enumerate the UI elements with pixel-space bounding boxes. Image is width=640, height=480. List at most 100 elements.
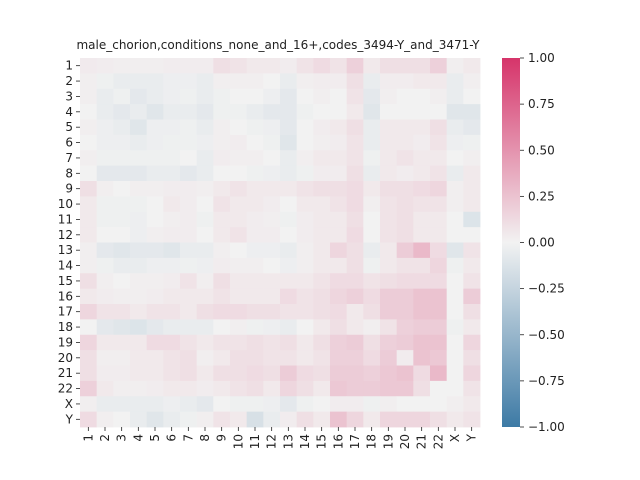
heatmap-cell [313,380,331,397]
heatmap-cell [346,288,364,305]
heatmap-cell [196,304,214,320]
heatmap-cell [346,227,364,243]
heatmap-cell [96,88,114,105]
heatmap-cell [196,273,214,290]
heatmap-cell [446,334,464,351]
heatmap-cell [163,288,181,305]
heatmap-cell [396,196,414,213]
heatmap-cell [313,411,331,428]
heatmap-cell [230,211,248,228]
heatmap-cell [430,227,448,243]
x-tick-label: 12 [265,434,279,449]
heatmap-cell [80,350,98,366]
heatmap-cell [213,88,231,105]
heatmap-cell [296,334,314,351]
heatmap-cell [430,211,448,228]
heatmap-cell [346,196,364,213]
heatmap-cell [180,242,198,259]
heatmap-cell [130,181,148,197]
heatmap-cell [363,304,381,320]
colorbar-tick-label: −1.00 [528,420,565,434]
heatmap-cell [213,273,231,290]
heatmap-cell [96,73,114,90]
heatmap-cell [96,196,114,213]
y-tick-label: 14 [58,259,73,273]
heatmap-cell [313,150,331,167]
heatmap-cell [263,181,281,197]
heatmap-cell [130,380,148,397]
heatmap-cell [113,380,131,397]
heatmap-cell [113,242,131,259]
heatmap-cell [80,242,98,259]
heatmap-cell [313,242,331,259]
heatmap-cell [346,134,364,151]
heatmap-cell [146,119,164,136]
heatmap-cell [280,227,298,243]
heatmap-cell [296,242,314,259]
heatmap-cell [163,319,181,336]
heatmap-cell [96,288,114,305]
heatmap-cell [230,365,248,382]
heatmap-cell [463,334,481,351]
heatmap-cell [296,73,314,90]
heatmap-cell [330,88,348,105]
heatmap-cell [380,396,398,413]
heatmap-cell [363,196,381,213]
heatmap-cell [396,58,414,74]
heatmap-cell [230,257,248,274]
x-tick-label: 7 [181,434,195,442]
heatmap-cell [196,288,214,305]
heatmap-cell [113,334,131,351]
heatmap-cell [330,227,348,243]
heatmap-cell [96,165,114,182]
heatmap-cell [96,304,114,320]
heatmap-cell [430,134,448,151]
heatmap-cell [230,165,248,182]
heatmap-cell [363,319,381,336]
heatmap-cell [313,396,331,413]
heatmap-cell [330,119,348,136]
heatmap-cell [96,242,114,259]
heatmap-cell [213,319,231,336]
y-tick-label: 11 [58,212,73,226]
heatmap-cell [313,304,331,320]
heatmap-cell [230,396,248,413]
heatmap-cell [380,380,398,397]
heatmap-cell [146,288,164,305]
heatmap-cell [430,304,448,320]
heatmap-cell [263,396,281,413]
heatmap-cell [263,273,281,290]
heatmap-cell [346,104,364,120]
heatmap-cell [296,411,314,428]
heatmap-cell [296,104,314,120]
heatmap-cell [163,58,181,74]
heatmap-cell [280,350,298,366]
y-tick-label: 19 [58,335,73,349]
heatmap-cell [263,104,281,120]
y-tick-label: 22 [58,382,73,396]
heatmap-cell [146,380,164,397]
heatmap-cell [80,211,98,228]
heatmap-cell [163,181,181,197]
heatmap-cell [130,319,148,336]
heatmap-cell [80,396,98,413]
heatmap-cell [130,104,148,120]
heatmap-cell [363,150,381,167]
heatmap-cell [230,73,248,90]
heatmap-cell [163,411,181,428]
heatmap-cell [413,150,431,167]
heatmap-cell [313,73,331,90]
heatmap-cell [446,211,464,228]
heatmap-cell [246,396,264,413]
heatmap-cell [380,196,398,213]
heatmap-cell [213,396,231,413]
heatmap-cell [330,396,348,413]
heatmap-cell [346,350,364,366]
heatmap-cell [463,165,481,182]
heatmap-cell [380,134,398,151]
x-tick-label: 17 [348,434,362,449]
heatmap-cell [446,119,464,136]
heatmap-cell [446,58,464,74]
heatmap-cell [463,119,481,136]
